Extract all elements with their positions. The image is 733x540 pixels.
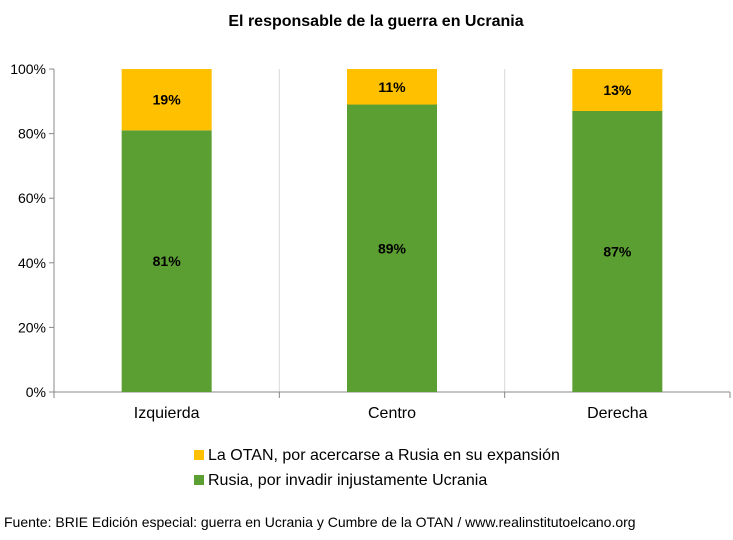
bar-segment: [347, 104, 437, 392]
legend-swatch: [194, 450, 204, 460]
data-label: 11%: [378, 79, 406, 95]
bar-segment: [121, 130, 212, 392]
y-tick-label: 20%: [18, 319, 46, 335]
bar-segment: [347, 69, 437, 105]
x-tick-label: Derecha: [587, 405, 648, 422]
data-label: 13%: [603, 82, 632, 98]
data-label: 87%: [603, 243, 632, 259]
x-tick-label: Izquierda: [134, 405, 200, 422]
bar-segment: [121, 69, 212, 131]
legend-label: La OTAN, por acercarse a Rusia en su exp…: [208, 447, 560, 464]
source-note: Fuente: BRIE Edición especial: guerra en…: [4, 514, 636, 530]
data-label: 81%: [153, 253, 182, 269]
data-label: 19%: [153, 92, 182, 108]
x-tick-label: Centro: [368, 405, 416, 422]
y-tick-label: 60%: [18, 190, 46, 206]
bar-segment: [572, 69, 663, 111]
plot-area: 0% 20% 40% 60% 80% 100% 81% 19% Izquierda 89% 11% C…: [10, 61, 731, 422]
legend-swatch: [194, 475, 204, 485]
bar-segment: [572, 110, 663, 393]
chart-title: El responsable de la guerra en Ucrania: [228, 13, 523, 30]
y-tick-label: 100%: [10, 61, 46, 77]
y-tick-label: 40%: [18, 255, 46, 271]
legend-label: Rusia, por invadir injustamente Ucrania: [208, 472, 487, 489]
y-tick-label: 0%: [26, 384, 46, 400]
legend: La OTAN, por acercarse a Rusia en su exp…: [194, 447, 560, 489]
data-label: 89%: [378, 240, 407, 256]
y-tick-label: 80%: [18, 126, 46, 142]
